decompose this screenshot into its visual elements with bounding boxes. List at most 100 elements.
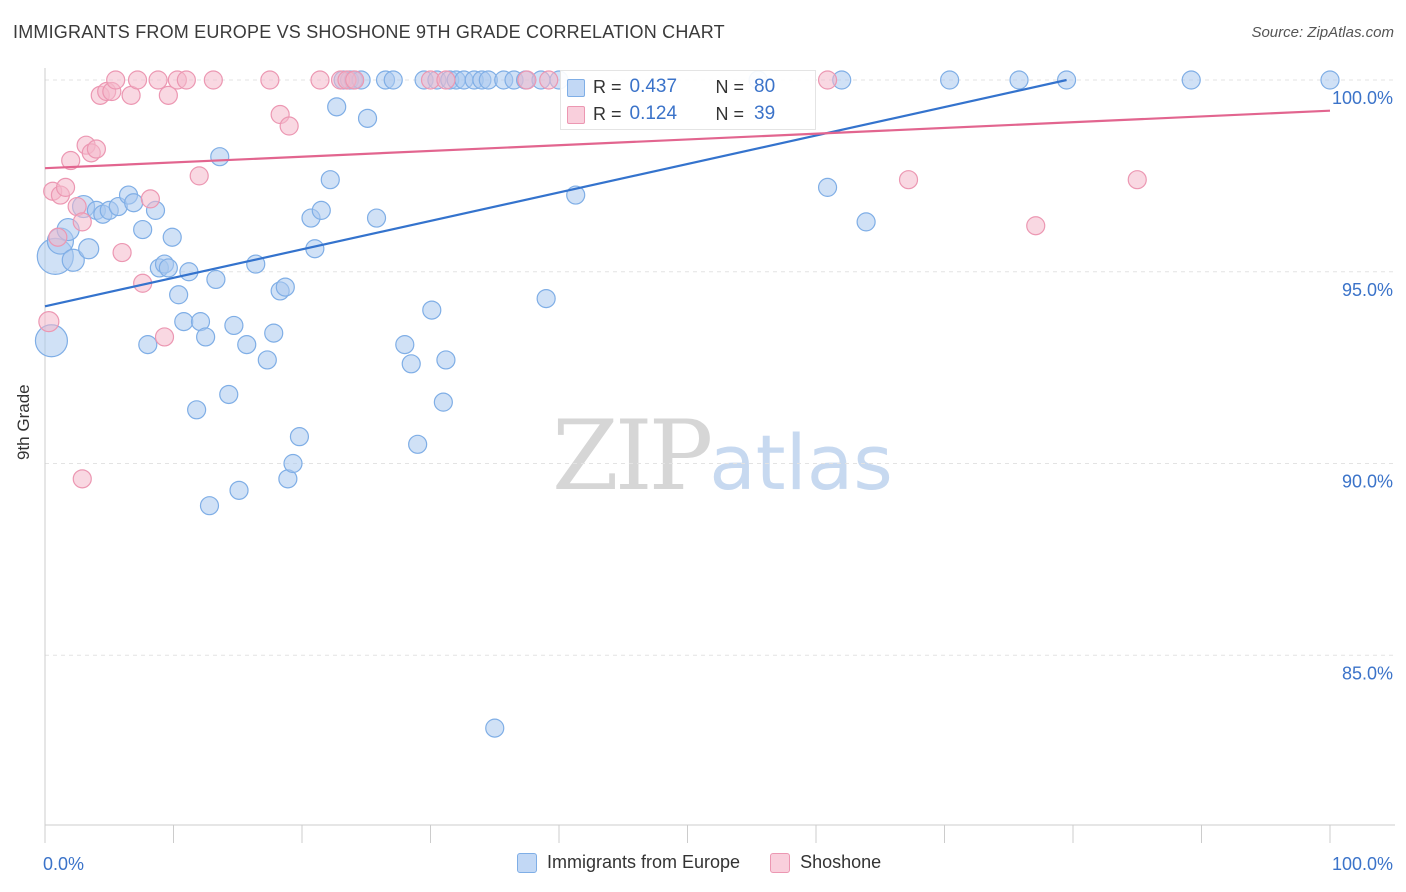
legend-label-immigrants: Immigrants from Europe: [547, 852, 741, 872]
legend-swatch-shoshone: [770, 852, 791, 873]
immigrants-point: [210, 147, 230, 167]
immigrants-point: [237, 335, 257, 355]
shoshone-point: [154, 327, 175, 347]
immigrants-point: [311, 200, 331, 220]
stats-r-value: 0.124: [629, 103, 678, 124]
shoshone-point: [72, 212, 92, 232]
stats-swatch-shoshone: [567, 106, 585, 124]
stats-r-label: R =: [593, 103, 622, 124]
immigrants-point: [229, 480, 249, 500]
immigrants-point: [817, 177, 838, 197]
shoshone-point: [176, 70, 196, 90]
series-immigrants-points: [34, 70, 1340, 738]
grid-layer: [45, 79, 1395, 656]
shoshone-point: [127, 70, 148, 90]
watermark-atlas: atlas: [709, 418, 893, 507]
immigrants-point: [366, 208, 387, 228]
immigrants-point: [196, 327, 216, 347]
immigrants-point: [1320, 70, 1340, 90]
immigrants-point: [320, 170, 340, 190]
immigrants-point: [174, 312, 194, 332]
shoshone-point: [436, 70, 456, 90]
shoshone-point: [817, 70, 838, 90]
shoshone-point: [158, 85, 178, 105]
shoshone-point: [61, 150, 81, 171]
immigrants-trend-line: [44, 78, 1067, 308]
stats-n-value: 39: [754, 103, 776, 124]
immigrants-point: [327, 97, 347, 117]
shoshone-point: [898, 170, 919, 190]
shoshone-point: [106, 70, 126, 90]
shoshone-point: [112, 242, 132, 263]
immigrants-point: [264, 323, 284, 343]
immigrants-point: [158, 258, 178, 278]
immigrants-point: [433, 392, 453, 412]
tick-labels: 100.0% 95.0% 90.0% 85.0% 0.0% 100.0%: [43, 88, 1393, 874]
immigrants-point: [224, 315, 244, 336]
immigrants-point: [275, 277, 295, 297]
watermark: ZIPatlas: [552, 400, 893, 512]
shoshone-trend-line: [44, 109, 1331, 170]
stats-r-value: 0.437: [629, 76, 678, 97]
immigrants-point: [169, 285, 189, 305]
series-shoshone-points: [38, 70, 1147, 489]
immigrants-point: [206, 269, 226, 290]
shoshone-point: [260, 70, 280, 90]
immigrants-point: [257, 350, 277, 370]
legend-swatch-immigrants: [517, 852, 537, 873]
stats-row-shoshone: R = 0.124 N = 39: [567, 103, 776, 125]
shoshone-point: [140, 189, 160, 209]
shoshone-point: [310, 70, 330, 90]
shoshone-point: [148, 70, 168, 90]
watermark-zip: ZIP: [552, 400, 713, 512]
stats-n-value: 80: [754, 76, 776, 97]
immigrants-point: [1009, 70, 1029, 90]
correlation-stats-box: R = 0.437 N = 80 R = 0.124 N = 39: [560, 70, 816, 130]
immigrants-point: [408, 434, 428, 454]
immigrants-point: [219, 384, 239, 405]
immigrants-point: [283, 453, 303, 474]
immigrants-point: [856, 212, 876, 232]
x-tick-label: 100.0%: [1332, 854, 1393, 874]
immigrants-point: [162, 227, 182, 247]
immigrants-point: [395, 335, 415, 355]
axis-layer: [44, 68, 1395, 843]
shoshone-point: [38, 311, 60, 333]
chart-title: IMMIGRANTS FROM EUROPE VS SHOSHONE 9TH G…: [13, 22, 725, 42]
y-tick-label: 90.0%: [1342, 472, 1393, 492]
immigrants-point: [289, 427, 310, 447]
legend: Immigrants from Europe Shoshone: [517, 852, 881, 873]
shoshone-point: [72, 469, 92, 489]
immigrants-point: [485, 718, 505, 738]
shoshone-point: [1026, 216, 1046, 236]
shoshone-point: [189, 166, 209, 186]
y-tick-label: 85.0%: [1342, 663, 1393, 683]
immigrants-point: [401, 354, 421, 374]
immigrants-point: [436, 350, 456, 370]
source-credit: Source: ZipAtlas.com: [1251, 24, 1394, 41]
stats-swatch-immigrants: [567, 79, 585, 97]
immigrants-point: [357, 108, 378, 128]
shoshone-point: [203, 70, 223, 90]
immigrants-point: [138, 335, 158, 355]
trend-lines: [44, 78, 1331, 308]
shoshone-point: [48, 227, 68, 247]
shoshone-point: [55, 177, 76, 197]
stats-n-label: N =: [715, 103, 745, 124]
stats-row-immigrants: R = 0.437 N = 80: [567, 76, 776, 98]
stats-r-label: R =: [593, 76, 622, 97]
x-tick-label: 0.0%: [43, 854, 84, 874]
shoshone-point: [1127, 170, 1147, 190]
y-tick-label: 100.0%: [1332, 88, 1393, 108]
immigrants-point: [940, 70, 960, 90]
shoshone-point: [86, 139, 107, 159]
immigrants-point: [199, 496, 220, 516]
legend-item-immigrants[interactable]: Immigrants from Europe: [517, 852, 740, 873]
immigrants-point: [61, 248, 85, 272]
immigrants-point: [124, 193, 144, 213]
immigrants-point: [422, 300, 442, 320]
immigrants-point: [78, 238, 100, 260]
legend-item-shoshone[interactable]: Shoshone: [770, 852, 881, 873]
y-tick-label: 95.0%: [1342, 280, 1393, 300]
